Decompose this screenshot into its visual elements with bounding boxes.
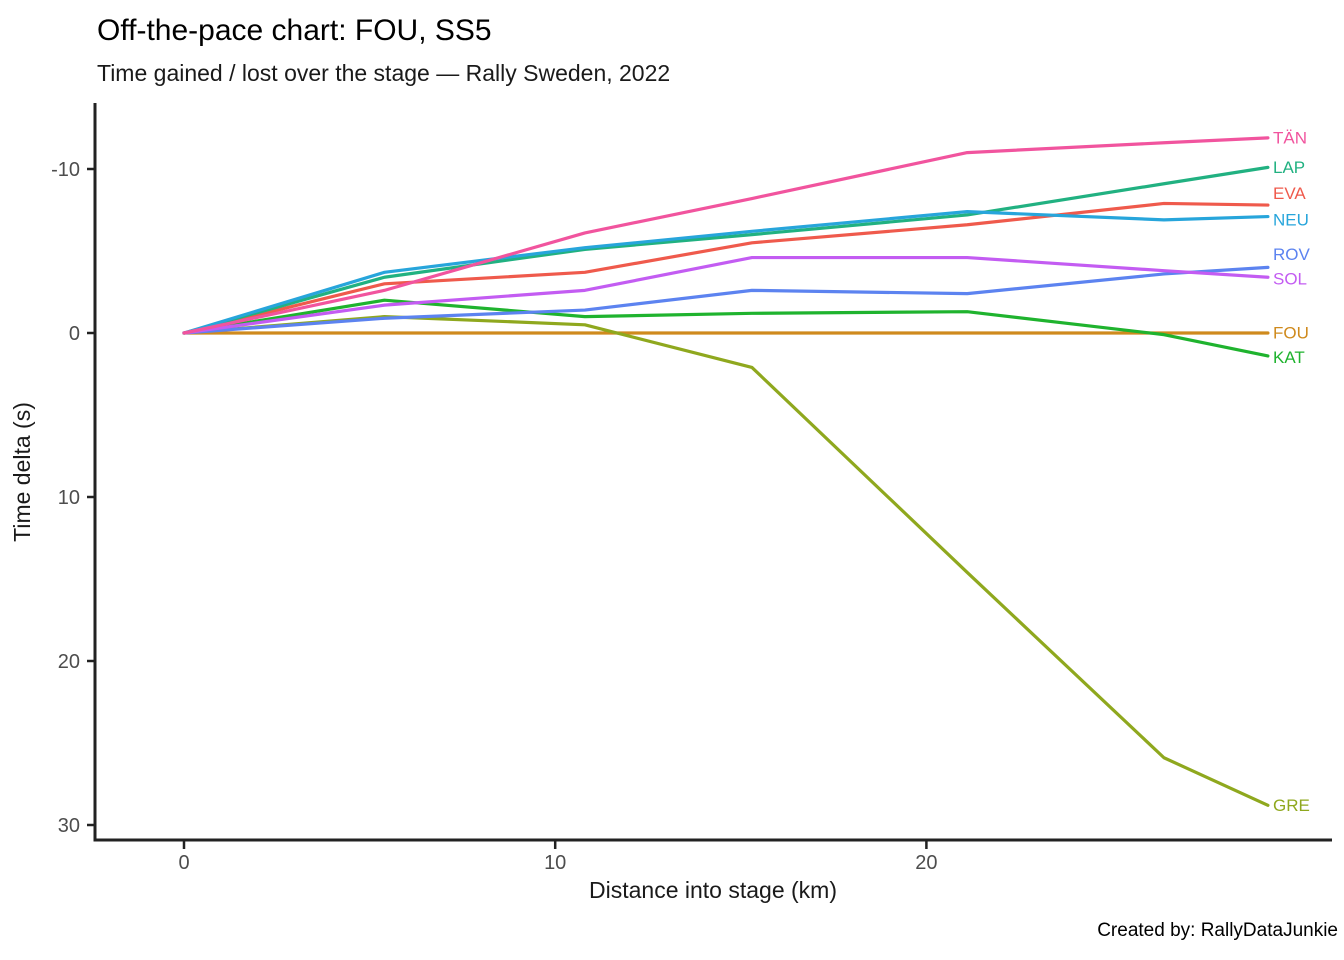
chart-title: Off-the-pace chart: FOU, SS5 <box>97 14 492 47</box>
y-tick-label: 30 <box>58 815 80 837</box>
x-tick-label: 10 <box>544 852 566 874</box>
series-line-EVA <box>182 201 1270 335</box>
axes: -10 0 10 20 30 0 10 20 <box>51 103 1332 874</box>
x-tick-label: 20 <box>915 852 937 874</box>
series-line-GRE <box>182 315 1270 807</box>
y-tick-label: 10 <box>58 487 80 509</box>
chart-subtitle: Time gained / lost over the stage — Rall… <box>97 60 670 86</box>
chart-caption: Created by: RallyDataJunkie <box>1097 920 1338 941</box>
series-label-KAT: KAT <box>1273 348 1305 367</box>
y-axis-label: Time delta (s) <box>9 402 35 542</box>
series-label-TÄN: TÄN <box>1273 128 1307 147</box>
series-line-LAP <box>182 165 1270 335</box>
series-line-NEU <box>182 210 1270 335</box>
y-tick-label: -10 <box>51 159 80 181</box>
series-label-NEU: NEU <box>1273 210 1309 229</box>
series-lines: EVA FOU GRE KAT LAP NEU ROV SOL TÄN <box>182 128 1311 815</box>
x-tick-label: 0 <box>178 852 189 874</box>
series-line-SOL <box>182 255 1270 335</box>
series-line-ROV <box>182 265 1270 335</box>
y-tick-label: 20 <box>58 651 80 673</box>
series-label-ROV: ROV <box>1273 245 1311 264</box>
series-label-SOL: SOL <box>1273 269 1307 288</box>
x-axis-label: Distance into stage (km) <box>589 877 837 903</box>
series-label-FOU: FOU <box>1273 324 1309 343</box>
series-label-EVA: EVA <box>1273 184 1306 203</box>
series-label-GRE: GRE <box>1273 796 1310 815</box>
series-line-TÄN <box>182 136 1270 335</box>
series-label-LAP: LAP <box>1273 158 1305 177</box>
series-line-KAT <box>182 298 1270 358</box>
y-tick-label: 0 <box>69 323 80 345</box>
